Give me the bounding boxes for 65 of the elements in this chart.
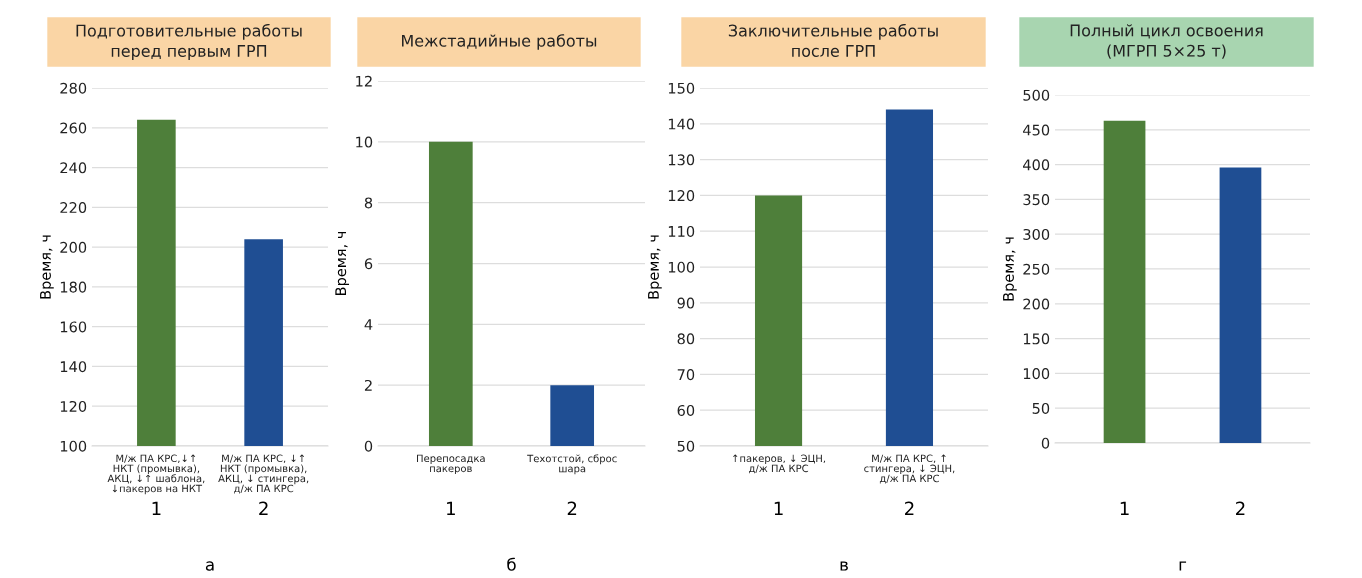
- y-tick-label: 150: [668, 82, 695, 94]
- y-tick-label: 110: [668, 225, 695, 237]
- y-tick-label: 120: [668, 190, 695, 202]
- y-tick-label: 400: [1023, 159, 1050, 171]
- y-tick-label: 200: [60, 241, 87, 253]
- text: 1: [447, 501, 455, 515]
- y-tick-label: 80: [677, 333, 695, 345]
- y-tick-label: 140: [60, 361, 87, 373]
- y-tick-label: 90: [677, 297, 695, 309]
- y-tick-label: 2: [364, 379, 372, 391]
- y-tick-label: 240: [60, 162, 87, 174]
- y-tick-label: 100: [668, 261, 695, 273]
- y-tick-label: 250: [1023, 263, 1050, 275]
- y-tick-label: 70: [677, 369, 695, 381]
- y-tick-label: 150: [1023, 333, 1050, 345]
- y-tick-label: 8: [364, 197, 373, 209]
- text: а: [205, 561, 214, 571]
- y-tick-label: 0: [1041, 437, 1050, 449]
- y-tick-label: 500: [1023, 89, 1050, 101]
- y-tick-label: 100: [1023, 368, 1050, 380]
- y-tick-label: 160: [60, 321, 87, 333]
- text: 1: [152, 501, 161, 515]
- x-tick-label: Перепосадка пакеров: [417, 454, 485, 475]
- y-tick-label: 350: [1023, 194, 1050, 206]
- chart-title: Полный цикл освоения (МГРП 5×25 т): [1070, 24, 1263, 59]
- y-tick-label: 0: [364, 440, 373, 452]
- y-axis-title: Время, ч: [40, 235, 54, 299]
- y-tick-label: 60: [677, 404, 695, 416]
- y-tick-label: 120: [60, 400, 87, 412]
- text: в: [840, 561, 848, 571]
- text: 2: [259, 501, 268, 515]
- text: 1: [774, 501, 783, 515]
- y-axis-title: Время, ч: [335, 231, 350, 296]
- chart-title: Заключительные работы после ГРП: [728, 23, 938, 57]
- y-tick-label: 4: [364, 319, 373, 330]
- chart-title: Подготовительные работы перед первым ГРП: [76, 23, 302, 61]
- x-tick-label: ↑пакеров, ↓ ЭЦН, д/ж ПА КРС: [733, 454, 826, 474]
- text: г: [1179, 561, 1187, 571]
- y-tick-label: 300: [1023, 228, 1050, 240]
- y-tick-label: 10: [356, 136, 373, 148]
- text: 1: [1120, 501, 1129, 515]
- y-tick-label: 50: [677, 440, 695, 452]
- y-tick-label: 200: [1023, 298, 1050, 310]
- text: б: [507, 557, 516, 571]
- y-tick-label: 280: [60, 82, 87, 94]
- y-tick-label: 180: [60, 281, 87, 293]
- y-tick-label: 450: [1023, 124, 1050, 136]
- text: 2: [1236, 501, 1245, 515]
- x-tick-label: М/ж ПА КРС, ↑ стингера, ↓ ЭЦН, д/ж ПА КРС: [864, 454, 955, 484]
- y-tick-label: 50: [1032, 402, 1050, 414]
- y-tick-label: 260: [60, 122, 87, 134]
- x-tick-label: Техотстой, сброс шара: [527, 454, 617, 475]
- y-tick-label: 12: [356, 75, 372, 87]
- x-tick-label: М/ж ПА КРС,↓↑ НКТ (промывка), АКЦ, ↓↑ шаблона, ↓пакеров на НКТ: [107, 454, 205, 495]
- y-tick-label: 100: [60, 440, 87, 452]
- chart-title: Межстадийные работы: [402, 34, 597, 50]
- y-axis-title: Время, ч: [648, 235, 662, 299]
- text: 2: [567, 501, 577, 515]
- y-tick-label: 6: [364, 258, 373, 270]
- y-tick-label: 220: [60, 202, 87, 214]
- y-axis-title: Время, ч: [1003, 237, 1017, 301]
- y-tick-label: 130: [668, 154, 695, 166]
- y-tick-label: 140: [668, 118, 695, 130]
- text: 2: [905, 501, 914, 515]
- x-tick-label: М/ж ПА КРС, ↓↑ НКТ (промывка), АКЦ, ↓ стингера, д/ж ПА КРС: [218, 454, 309, 494]
